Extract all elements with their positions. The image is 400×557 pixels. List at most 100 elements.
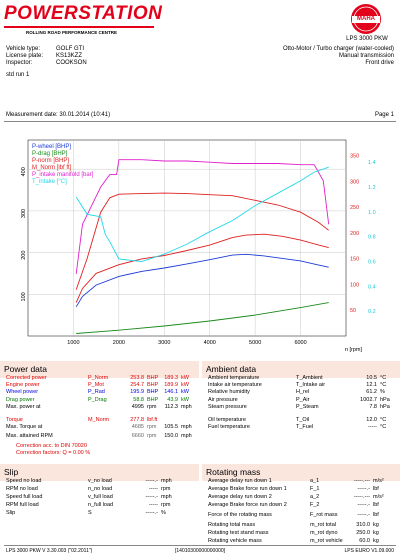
data-row-unit: hPa (380, 396, 390, 403)
y-right-cyan-tick-label: 1.2 (368, 185, 376, 191)
rotating-mass-title: Rotating mass (206, 467, 261, 477)
plot-area (27, 139, 347, 337)
torque-value: 277.8 (130, 417, 144, 423)
legend-entry: P-wheel [BHP] (32, 144, 71, 150)
data-row-value: 250.0 (356, 530, 370, 536)
series-line-p-wheel (75, 253, 329, 308)
max-torque-rpm: 4685 (131, 424, 144, 430)
data-row-unit: kg (373, 522, 379, 528)
footer-divider (4, 545, 396, 546)
x-tick-label: 2000 (113, 340, 125, 346)
data-row-label: Slip (6, 510, 16, 516)
brand-name: POWERSTATION (4, 3, 163, 24)
data-row-label: Fuel temperature (208, 424, 250, 431)
y-left-tick-label: 100 (21, 292, 27, 301)
x-tick-label: 3000 (158, 340, 170, 346)
y-right-cyan-tick-label: 0.2 (368, 309, 376, 315)
x-axis-unit: n [rpm] (345, 347, 363, 353)
max-torque-rpm-unit: rpm (147, 424, 157, 430)
legend-entry: P-norm [BHP] (32, 158, 69, 164)
vehicle-type: GOLF GTI (56, 46, 85, 52)
data-row-symbol: T_Oil (296, 417, 310, 423)
max-rpm-speed: 150.0 (164, 433, 178, 439)
data-row-symbol: m_rot vehicle (310, 538, 343, 544)
y-right-cyan-tick-label: 0.8 (368, 235, 376, 241)
power-row-label: Wheel power (6, 389, 39, 396)
y-left-tick-label: 400 (21, 167, 27, 176)
series-line-p-norm (75, 233, 329, 303)
data-row-value: ----- (148, 486, 158, 492)
maha-logo-text: MAHA (357, 16, 375, 22)
data-row-symbol: F_rot mass (310, 512, 338, 518)
data-row-label: Average delay run down 1 (208, 478, 272, 484)
max-torque-label: Max. Torque at (6, 424, 43, 430)
license-plate: KS13KZZ (56, 53, 83, 59)
y-right-red-tick-label: 50 (350, 308, 356, 314)
y-right-red-tick-label: 300 (350, 179, 359, 185)
data-row-symbol: n_no load (88, 486, 113, 492)
power-row-symbol: P_Drag (88, 396, 107, 403)
power-row-symbol: P_Mot (88, 382, 104, 389)
power-row-value1: 195.9 (130, 389, 144, 396)
data-row-unit: m/s² (373, 494, 384, 500)
data-row-label: Rotating test stand mass (208, 530, 269, 536)
data-row-symbol: v_no load (88, 478, 112, 484)
legend-entry: T_intake [°C] (32, 179, 67, 185)
data-row-label: Average Brake force run down 2 (208, 502, 287, 508)
x-tick-label: 4000 (204, 340, 216, 346)
grid (28, 140, 346, 336)
slip-header: Slip (0, 464, 199, 481)
data-row-unit: °C (380, 375, 387, 381)
correction-note: Correction acc. to DIN 70020 (16, 443, 87, 449)
data-row-symbol: v_full load (88, 494, 113, 500)
y-right-red-tick-label: 250 (350, 205, 359, 211)
power-row-value1: 253.8 (130, 375, 144, 381)
data-row-unit: °C (380, 417, 387, 423)
power-row-symbol: P_Norm (88, 375, 109, 381)
data-row-label: Average Brake force run down 1 (208, 486, 287, 492)
data-row-label: Speed full load (6, 494, 43, 500)
power-row-unit1: rpm (147, 403, 157, 410)
ambient-data-title: Ambient data (206, 364, 257, 374)
correction-factors: Correction factors: Q = 0.00 % (16, 450, 91, 456)
data-row-label: Rotating total mass (208, 522, 256, 528)
max-rpm: 6660 (131, 433, 144, 439)
data-row-unit: kg (373, 538, 379, 544)
brand-underline (4, 26, 154, 28)
data-row-value: -----.- (357, 512, 370, 518)
y-right-cyan-tick-label: 1.4 (368, 160, 376, 166)
y-left-tick-label: 300 (21, 209, 27, 218)
power-row-unit2: kW (181, 389, 189, 396)
data-row-label: Oil temperature (208, 417, 246, 423)
data-row-symbol: T_Ambient (296, 375, 323, 381)
data-row-symbol: T_Fuel (296, 424, 314, 431)
ambient-data-header: Ambient data (202, 361, 400, 378)
data-row-label: Air pressure (208, 396, 238, 403)
data-row-unit: hPa (380, 403, 390, 410)
torque-unit: lbf.ft (147, 417, 158, 423)
y-right-red-tick-label: 150 (350, 257, 359, 263)
power-chart: 1000 2000 3000 4000 5000 6000 100 200 300 400 50… (21, 139, 376, 353)
y-right-red-tick-label: 350 (350, 153, 359, 159)
data-row-value: -----.- (145, 510, 158, 516)
data-row-value: -----.--- (353, 478, 370, 484)
data-row-symbol: a_1 (310, 478, 320, 484)
data-row-label: Rotating vehicle mass (208, 538, 262, 544)
drive-type: Front drive (365, 60, 394, 66)
power-row-unit2: mph (181, 403, 192, 410)
data-row-value: -----.- (357, 502, 370, 508)
inspector: COOKSON (56, 60, 87, 66)
power-row-value1: 4995 (131, 403, 144, 410)
data-row-label: Ambient temperature (208, 375, 260, 381)
power-row-unit1: BHP (147, 389, 159, 396)
data-row-symbol: T_Intake air (296, 382, 326, 389)
data-row-unit: mph (161, 478, 172, 484)
data-row-unit: % (161, 510, 166, 516)
data-row-value: 12.0 (366, 417, 377, 423)
max-rpm-label: Max. attained RPM (6, 433, 53, 439)
brand-logo: POWERSTATION ROLLING ROAD PERFORMANCE CE… (4, 3, 162, 39)
max-torque-speed-unit: mph (181, 424, 192, 430)
power-row-unit2: kW (181, 396, 189, 403)
data-row-label: Relative humidity (208, 389, 250, 396)
brand-subtitle: ROLLING ROAD PERFORMANCE CENTRE (26, 30, 117, 35)
